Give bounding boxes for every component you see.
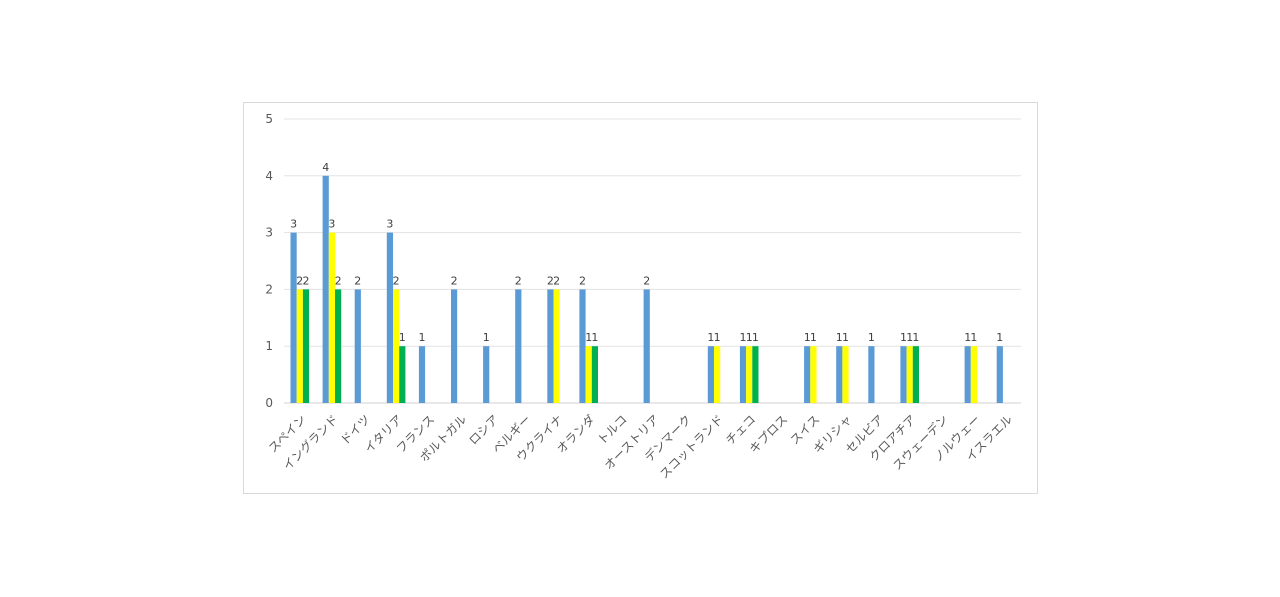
bar bbox=[335, 289, 342, 403]
y-tick-label: 2 bbox=[265, 282, 273, 296]
bar bbox=[393, 289, 400, 403]
bar bbox=[964, 346, 971, 403]
bar bbox=[804, 346, 811, 403]
bar bbox=[714, 346, 721, 403]
bar bbox=[643, 289, 650, 403]
data-label: 1 bbox=[912, 331, 919, 344]
data-label: 1 bbox=[868, 331, 875, 344]
data-label: 1 bbox=[591, 331, 598, 344]
data-label: 1 bbox=[483, 331, 490, 344]
bar bbox=[900, 346, 907, 403]
bar bbox=[868, 346, 875, 403]
category-labels: スペインイングランドドイツイタリアフランスポルトガルロシアベルギーウクライナオラ… bbox=[266, 412, 1015, 482]
data-label: 2 bbox=[553, 274, 560, 287]
data-label: 3 bbox=[386, 218, 393, 231]
data-label: 1 bbox=[419, 331, 426, 344]
bar bbox=[585, 346, 592, 403]
bar bbox=[836, 346, 843, 403]
data-label: 1 bbox=[836, 331, 843, 344]
bars bbox=[290, 175, 1003, 403]
y-tick-label: 3 bbox=[265, 226, 273, 240]
data-label: 1 bbox=[585, 331, 592, 344]
data-label: 3 bbox=[290, 218, 297, 231]
data-label: 1 bbox=[707, 331, 714, 344]
bar bbox=[752, 346, 759, 403]
data-label: 2 bbox=[579, 274, 586, 287]
data-label: 1 bbox=[810, 331, 817, 344]
bar bbox=[906, 346, 913, 403]
bar bbox=[451, 289, 458, 403]
data-label: 1 bbox=[970, 331, 977, 344]
bar bbox=[707, 346, 714, 403]
bar bbox=[591, 346, 598, 403]
bar bbox=[354, 289, 361, 403]
data-label: 2 bbox=[296, 274, 303, 287]
data-label: 1 bbox=[842, 331, 849, 344]
y-tick-label: 1 bbox=[265, 339, 273, 353]
bar bbox=[739, 346, 747, 403]
data-label: 1 bbox=[996, 331, 1003, 344]
data-label: 1 bbox=[399, 331, 406, 344]
bar bbox=[912, 346, 919, 403]
bar bbox=[970, 346, 977, 403]
y-tick-label: 5 bbox=[265, 112, 273, 126]
data-label: 2 bbox=[335, 274, 342, 287]
data-label: 1 bbox=[714, 331, 721, 344]
bar bbox=[290, 232, 297, 403]
chart-frame bbox=[243, 102, 1038, 494]
bar bbox=[386, 232, 393, 403]
data-label: 1 bbox=[964, 331, 971, 344]
data-label: 2 bbox=[393, 274, 400, 287]
bar bbox=[996, 346, 1003, 403]
bar bbox=[328, 232, 335, 403]
bar bbox=[322, 175, 329, 403]
bar bbox=[842, 346, 849, 403]
y-tick-label: 4 bbox=[265, 169, 273, 183]
data-label: 2 bbox=[354, 274, 361, 287]
data-label: 1 bbox=[804, 331, 811, 344]
bar bbox=[810, 346, 817, 403]
bar bbox=[547, 289, 554, 403]
data-label: 2 bbox=[547, 274, 554, 287]
bar bbox=[553, 289, 560, 403]
data-label: 1 bbox=[752, 331, 759, 344]
bar bbox=[296, 289, 303, 403]
bar bbox=[579, 289, 586, 403]
data-label: 3 bbox=[328, 218, 335, 231]
data-label: 1 bbox=[906, 331, 913, 344]
bar bbox=[302, 289, 310, 403]
bar bbox=[746, 346, 753, 403]
gridlines bbox=[284, 118, 1021, 404]
data-label: 2 bbox=[451, 274, 458, 287]
y-axis-ticks: 0 1 2 3 4 5 bbox=[265, 112, 273, 410]
y-tick-label: 0 bbox=[265, 396, 273, 410]
bar bbox=[483, 346, 490, 403]
data-label: 2 bbox=[303, 274, 310, 287]
data-label: 1 bbox=[740, 331, 747, 344]
bar bbox=[515, 289, 522, 403]
data-label: 1 bbox=[900, 331, 907, 344]
data-label: 1 bbox=[746, 331, 753, 344]
bar bbox=[399, 346, 406, 403]
data-label: 4 bbox=[322, 161, 329, 174]
data-label: 2 bbox=[515, 274, 522, 287]
data-label: 2 bbox=[643, 274, 650, 287]
bar bbox=[418, 346, 426, 403]
